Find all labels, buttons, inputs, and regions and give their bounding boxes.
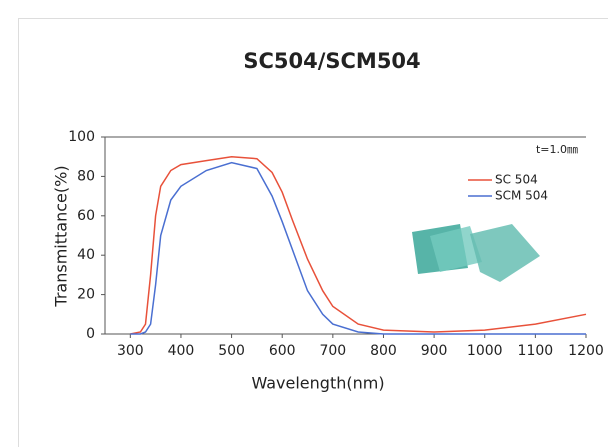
x-tick-label: 400 [168, 343, 195, 359]
y-tick-label: 40 [77, 247, 95, 263]
x-tick-label: 700 [319, 343, 346, 359]
legend-label: SC 504 [495, 173, 538, 187]
x-tick-label: 900 [421, 343, 448, 359]
y-axis-label: Transmittance(%) [52, 165, 71, 307]
y-tick-label: 0 [86, 326, 95, 342]
x-tick-label: 1000 [467, 343, 503, 359]
x-tick-label: 500 [218, 343, 245, 359]
series-line [130, 155, 587, 335]
x-tick-label: 300 [117, 343, 144, 359]
x-tick-label: 1100 [518, 343, 554, 359]
x-tick-label: 1200 [568, 343, 604, 359]
annotation: t=1.0㎜ [536, 143, 578, 156]
chart-title: SC504/SCM504 [243, 49, 420, 73]
x-tick-label: 800 [370, 343, 397, 359]
x-tick-label: 600 [269, 343, 296, 359]
y-tick-label: 80 [77, 168, 95, 184]
y-tick-label: 100 [68, 129, 95, 145]
y-tick-label: 60 [77, 208, 95, 224]
x-axis-label: Wavelength(nm) [251, 374, 384, 393]
series-line [130, 161, 586, 335]
filter-image [412, 224, 540, 282]
y-tick-label: 20 [77, 287, 95, 303]
legend-label: SCM 504 [495, 189, 548, 203]
